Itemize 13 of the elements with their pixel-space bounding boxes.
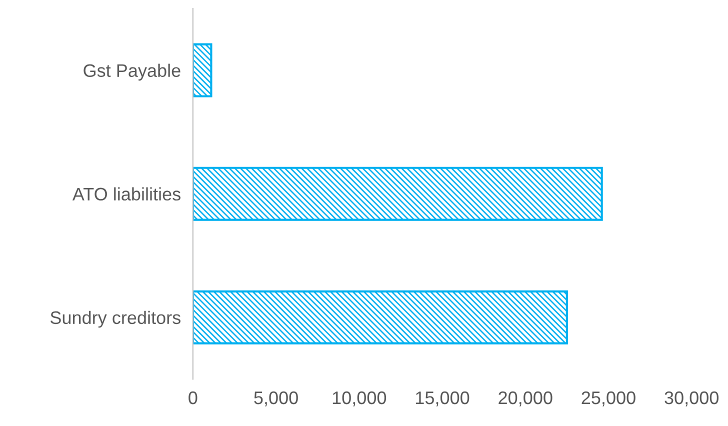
y-tick-label: Gst Payable [84,64,180,81]
x-tick-label: 10,000 [332,391,386,406]
x-tick-label: 30,000 [664,391,719,406]
x-tick-label: 20,000 [498,391,552,406]
bar [192,166,603,221]
x-tick-label: 0 [188,391,198,404]
y-tick-label: ATO liabilities [72,187,180,201]
x-tick-label: 5,000 [254,391,298,406]
x-tick-label: 25,000 [582,391,636,406]
bar [192,43,212,98]
y-tick-label: Sundry creditors [50,310,180,328]
x-tick-label: 15,000 [416,391,470,406]
bar [192,290,568,344]
